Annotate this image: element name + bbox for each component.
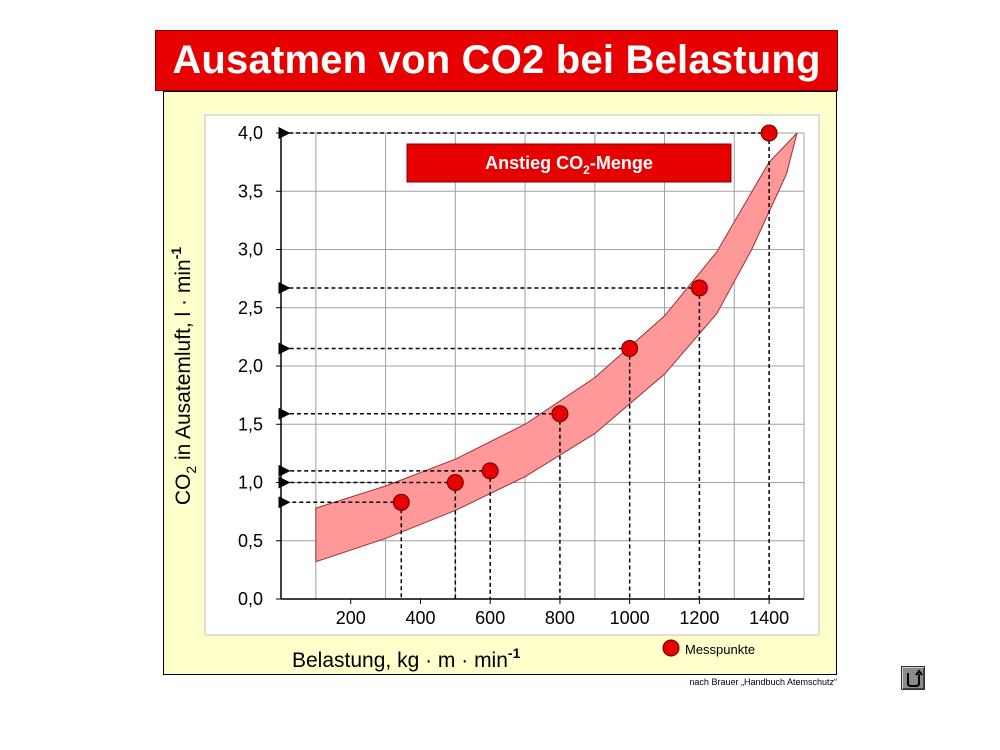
data-point bbox=[690, 279, 708, 297]
annotation-suffix: -Menge bbox=[590, 153, 653, 173]
y-tick-label: 0,0 bbox=[238, 589, 263, 609]
data-point bbox=[446, 474, 464, 491]
x-tick-label: 600 bbox=[475, 608, 505, 628]
plot-area-frame bbox=[204, 114, 820, 636]
y-axis-label-text: in Ausatemluft, l · min bbox=[172, 259, 195, 466]
y-tick-label: 3,5 bbox=[238, 181, 263, 201]
data-point bbox=[392, 493, 410, 511]
y-tick-label: 3,0 bbox=[238, 240, 263, 260]
y-tick-label: 1,0 bbox=[238, 473, 263, 493]
x-tick-label: 200 bbox=[336, 608, 366, 628]
page-title: Ausatmen von CO2 bei Belastung bbox=[155, 30, 838, 91]
y-axis-label-prefix: CO bbox=[172, 474, 195, 506]
y-tick-label: 2,5 bbox=[238, 298, 263, 318]
trend-band-area bbox=[315, 133, 798, 563]
annotation-box: Anstieg CO2-Menge bbox=[406, 143, 732, 183]
annotation-subscript: 2 bbox=[583, 163, 590, 177]
y-tick-label: 1,5 bbox=[238, 414, 263, 434]
x-tick-label: 800 bbox=[545, 608, 575, 628]
back-button[interactable] bbox=[901, 666, 925, 690]
trend-band-clip bbox=[315, 133, 798, 563]
y-axis-label: CO2 in Ausatemluft, l · min-1 bbox=[168, 247, 199, 506]
data-point bbox=[621, 340, 639, 358]
x-tick-label: 1400 bbox=[749, 608, 789, 628]
x-axis-label-superscript: -1 bbox=[508, 645, 521, 661]
x-tick-label: 1000 bbox=[610, 608, 650, 628]
y-tick-label: 4,0 bbox=[238, 123, 263, 143]
return-arrow-icon bbox=[907, 669, 923, 687]
data-point bbox=[551, 405, 569, 423]
axes: 0,0 0,5 1,0 1,5 2,0 2,5 3,0 3,5 4,0 200 400 600 800 1… bbox=[238, 123, 804, 628]
data-points bbox=[392, 124, 778, 511]
svg-text:Anstieg CO2-Menge: Anstieg CO2-Menge bbox=[485, 153, 653, 177]
x-axis-label-text: Belastung, kg · m · min bbox=[292, 649, 508, 672]
x-tick-label: 1200 bbox=[679, 608, 719, 628]
legend-label: Messpunkte bbox=[685, 642, 755, 657]
y-tick-label: 2,0 bbox=[238, 356, 263, 376]
x-axis-label: Belastung, kg · m · min-1 bbox=[292, 645, 521, 672]
annotation-text: Anstieg CO bbox=[485, 153, 583, 173]
data-point bbox=[760, 124, 778, 142]
source-note: nach Brauer „Handbuch Atemschutz“ bbox=[689, 677, 837, 687]
legend-marker bbox=[662, 639, 680, 657]
guide-lines bbox=[278, 127, 770, 599]
y-tick-label: 0,5 bbox=[238, 531, 263, 551]
y-axis-label-superscript: -1 bbox=[168, 247, 184, 260]
y-axis-label-subscript: 2 bbox=[183, 466, 199, 474]
trend-band bbox=[315, 133, 798, 563]
x-tick-label: 400 bbox=[405, 608, 435, 628]
data-point bbox=[481, 462, 499, 480]
legend: Messpunkte bbox=[662, 639, 755, 657]
